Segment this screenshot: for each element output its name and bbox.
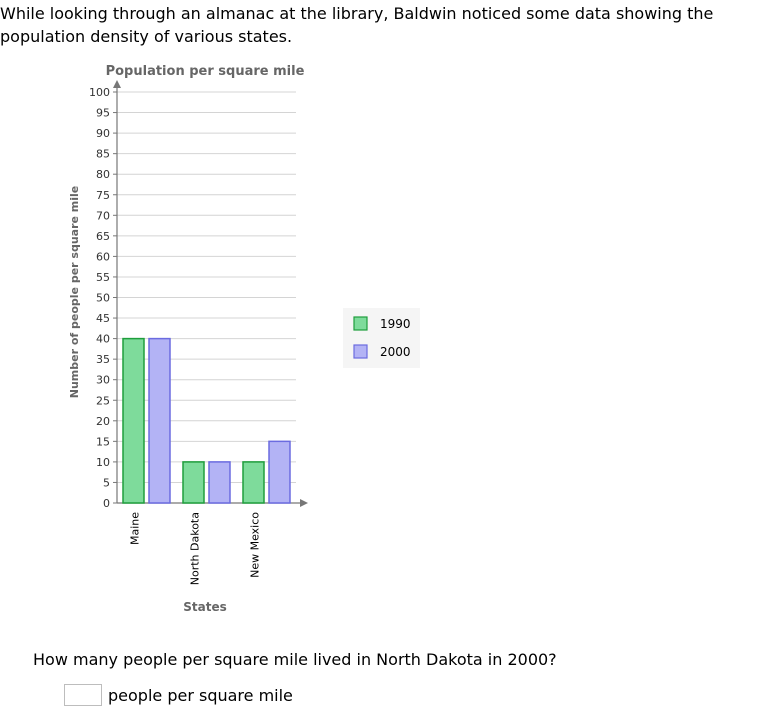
answer-input[interactable] xyxy=(64,684,102,706)
chart-title: Population per square mile xyxy=(106,64,305,79)
y-tick-label: 15 xyxy=(96,435,110,448)
x-tick-label: New Mexico xyxy=(249,512,262,578)
y-tick-label: 10 xyxy=(96,456,110,469)
x-tick-label: Maine xyxy=(129,512,142,545)
legend-label: 1990 xyxy=(380,317,411,331)
y-tick-label: 45 xyxy=(96,312,110,325)
y-tick-label: 60 xyxy=(96,250,110,263)
x-axis-title: States xyxy=(183,600,227,614)
bar xyxy=(268,440,291,504)
y-tick-label: 70 xyxy=(96,209,110,222)
unit-label: people per square mile xyxy=(108,685,293,705)
y-tick-label: 25 xyxy=(96,394,110,407)
bar xyxy=(208,461,231,504)
x-axis-arrow xyxy=(300,499,308,507)
legend-swatch xyxy=(353,316,368,331)
y-axis-arrow xyxy=(113,80,121,88)
y-tick-label: 0 xyxy=(103,497,110,510)
y-axis-title: Number of people per square mile xyxy=(68,186,81,399)
y-tick-label: 85 xyxy=(96,148,110,161)
y-tick-label: 55 xyxy=(96,271,110,284)
legend-swatch xyxy=(353,344,368,359)
y-tick-label: 20 xyxy=(96,415,110,428)
x-tick-label: North Dakota xyxy=(189,512,202,585)
answer-row: people per square mile xyxy=(64,683,293,707)
y-tick-label: 100 xyxy=(89,86,110,99)
y-tick-label: 35 xyxy=(96,353,110,366)
y-tick-label: 5 xyxy=(103,476,110,489)
problem-intro: While looking through an almanac at the … xyxy=(0,4,714,46)
y-tick-label: 90 xyxy=(96,127,110,140)
bar xyxy=(242,461,265,504)
question-text: How many people per square mile lived in… xyxy=(33,650,557,669)
y-tick-label: 30 xyxy=(96,374,110,387)
y-tick-label: 80 xyxy=(96,168,110,181)
bar xyxy=(182,461,205,504)
y-tick-label: 40 xyxy=(96,333,110,346)
y-tick-label: 95 xyxy=(96,107,110,120)
y-tick-label: 75 xyxy=(96,189,110,202)
y-tick-label: 65 xyxy=(96,230,110,243)
bar xyxy=(122,337,145,504)
population-bar-chart: 0 5 10 15 20 25 30 35 40 45 50 55 60 65 70 75 80 85 90 95 10… xyxy=(68,64,411,614)
legend-label: 2000 xyxy=(380,345,411,359)
bar xyxy=(148,337,171,504)
y-tick-label: 50 xyxy=(96,292,110,305)
